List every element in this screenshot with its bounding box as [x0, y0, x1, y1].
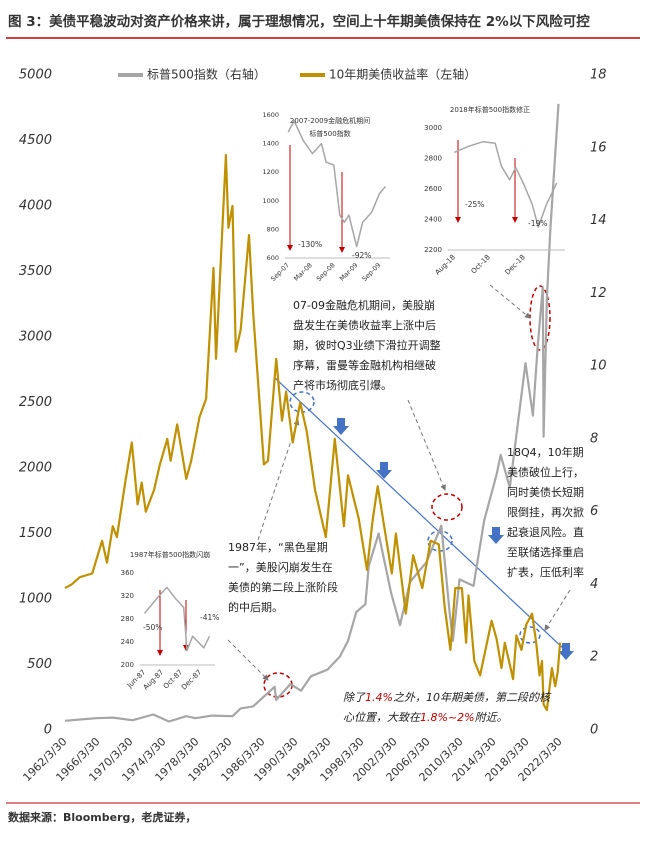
y-tick-label: 1200 — [262, 168, 279, 176]
legend-label: 标普500指数（右轴） — [147, 67, 266, 82]
inset-subtitle: 标普500指数 — [309, 129, 350, 138]
y-tick-label: 600 — [267, 254, 279, 262]
note-text: 之外，10年期美债，第二段的核心位置，大致在 — [343, 691, 550, 724]
y-tick-label: 2400 — [424, 216, 442, 224]
y-tick-label: 320 — [121, 592, 134, 600]
inset-annotation: -50% — [143, 623, 162, 632]
inset-annotation: -92% — [352, 251, 371, 260]
inset-annotation: -19% — [528, 219, 547, 228]
data-line — [453, 140, 558, 228]
x-tick-label: Dec-18 — [503, 253, 526, 276]
inset-title: 2007-2009金融危机期间 — [290, 116, 370, 125]
y-tick-label: 2500 — [19, 395, 52, 410]
y2-tick-label: 2 — [590, 650, 598, 665]
data-line — [64, 154, 562, 712]
legend-label: 10年期美债收益率（左轴） — [329, 67, 476, 82]
x-tick-label: Aug-18 — [434, 253, 457, 276]
x-tick-label: Mar-09 — [338, 261, 360, 283]
x-tick-label: Oct-18 — [470, 253, 492, 275]
note-text: 除了 — [343, 691, 365, 704]
y-tick-label: 5000 — [19, 68, 52, 83]
source: 数据来源：Bloomberg，老虎证券， — [8, 810, 196, 824]
y-tick-label: 360 — [121, 569, 134, 577]
page-title: 图 3：美债平稳波动对资产价格来讲，属于理想情况，空间上十年期美债保持在 2%以… — [8, 13, 590, 30]
x-tick-label: Mar-08 — [292, 261, 314, 283]
inset-annotation: -130% — [298, 240, 322, 249]
y-tick-label: 3500 — [19, 264, 52, 279]
annotation: 18Q4，10年期美债破位上行，同时美债长短期限倒挂，再次掀起衰退风险。直至联储… — [507, 446, 584, 579]
y2-tick-label: 6 — [590, 504, 598, 519]
note-highlight: 1.8%~2% — [420, 711, 475, 724]
y-tick-label: 2600 — [424, 185, 442, 193]
y-tick-label: 0 — [44, 723, 52, 738]
note-highlight: 1.4% — [365, 691, 393, 704]
annotation: 1987年，“黑色星期一”，美股闪崩发生在美债的第二段上涨阶段的中后期。 — [228, 541, 338, 614]
y-tick-label: 1600 — [262, 111, 279, 119]
y-tick-label: 280 — [121, 615, 134, 623]
data-line — [64, 103, 560, 723]
data-line — [143, 586, 211, 652]
y-tick-label: 4500 — [19, 133, 52, 148]
x-tick-label: Sep-07 — [269, 261, 291, 283]
y-tick-label: 2800 — [424, 155, 442, 163]
note: 除了1.4%之外，10年期美债，第二段的核心位置，大致在1.8%~2%附近。 — [343, 688, 558, 728]
inset-annotation: -41% — [200, 613, 219, 622]
y-tick-label: 2200 — [424, 246, 442, 254]
y2-tick-label: 8 — [590, 431, 598, 446]
y2-tick-label: 4 — [590, 577, 598, 592]
y-tick-label: 3000 — [19, 330, 52, 345]
y-tick-label: 1000 — [262, 197, 279, 205]
y-tick-label: 3000 — [424, 124, 442, 132]
y-tick-label: 1400 — [262, 140, 279, 148]
annotation: 07-09金融危机期间，美股崩盘发生在美债收益率上涨中后期，彼时Q3业绩下滑拉开… — [293, 299, 441, 392]
inset-title: 1987年标普500指数闪崩 — [130, 550, 210, 559]
x-tick-label: Sep-08 — [315, 261, 337, 283]
y2-tick-label: 10 — [590, 359, 607, 374]
y-tick-label: 1000 — [19, 592, 52, 607]
y-tick-label: 4000 — [19, 199, 52, 214]
y-tick-label: 240 — [121, 638, 134, 646]
note-text: 附近。 — [474, 711, 508, 724]
y2-tick-label: 12 — [590, 286, 607, 301]
y-tick-label: 1500 — [19, 526, 52, 541]
y-tick-label: 800 — [267, 225, 279, 233]
inset-annotation: -25% — [465, 200, 484, 209]
y2-tick-label: 16 — [590, 140, 607, 155]
x-tick-label: Sep-09 — [360, 261, 382, 283]
y2-tick-label: 18 — [590, 68, 607, 83]
y-tick-label: 500 — [27, 657, 52, 672]
y-tick-label: 200 — [121, 661, 134, 669]
y2-tick-label: 14 — [590, 213, 607, 228]
y-tick-label: 2000 — [19, 461, 52, 476]
x-tick-label: Dec-87 — [180, 668, 203, 691]
y2-tick-label: 0 — [590, 723, 598, 738]
x-tick-label: Aug-87 — [142, 668, 165, 691]
data-line — [287, 119, 386, 248]
inset-title: 2018年标普500指数修正 — [450, 105, 530, 114]
